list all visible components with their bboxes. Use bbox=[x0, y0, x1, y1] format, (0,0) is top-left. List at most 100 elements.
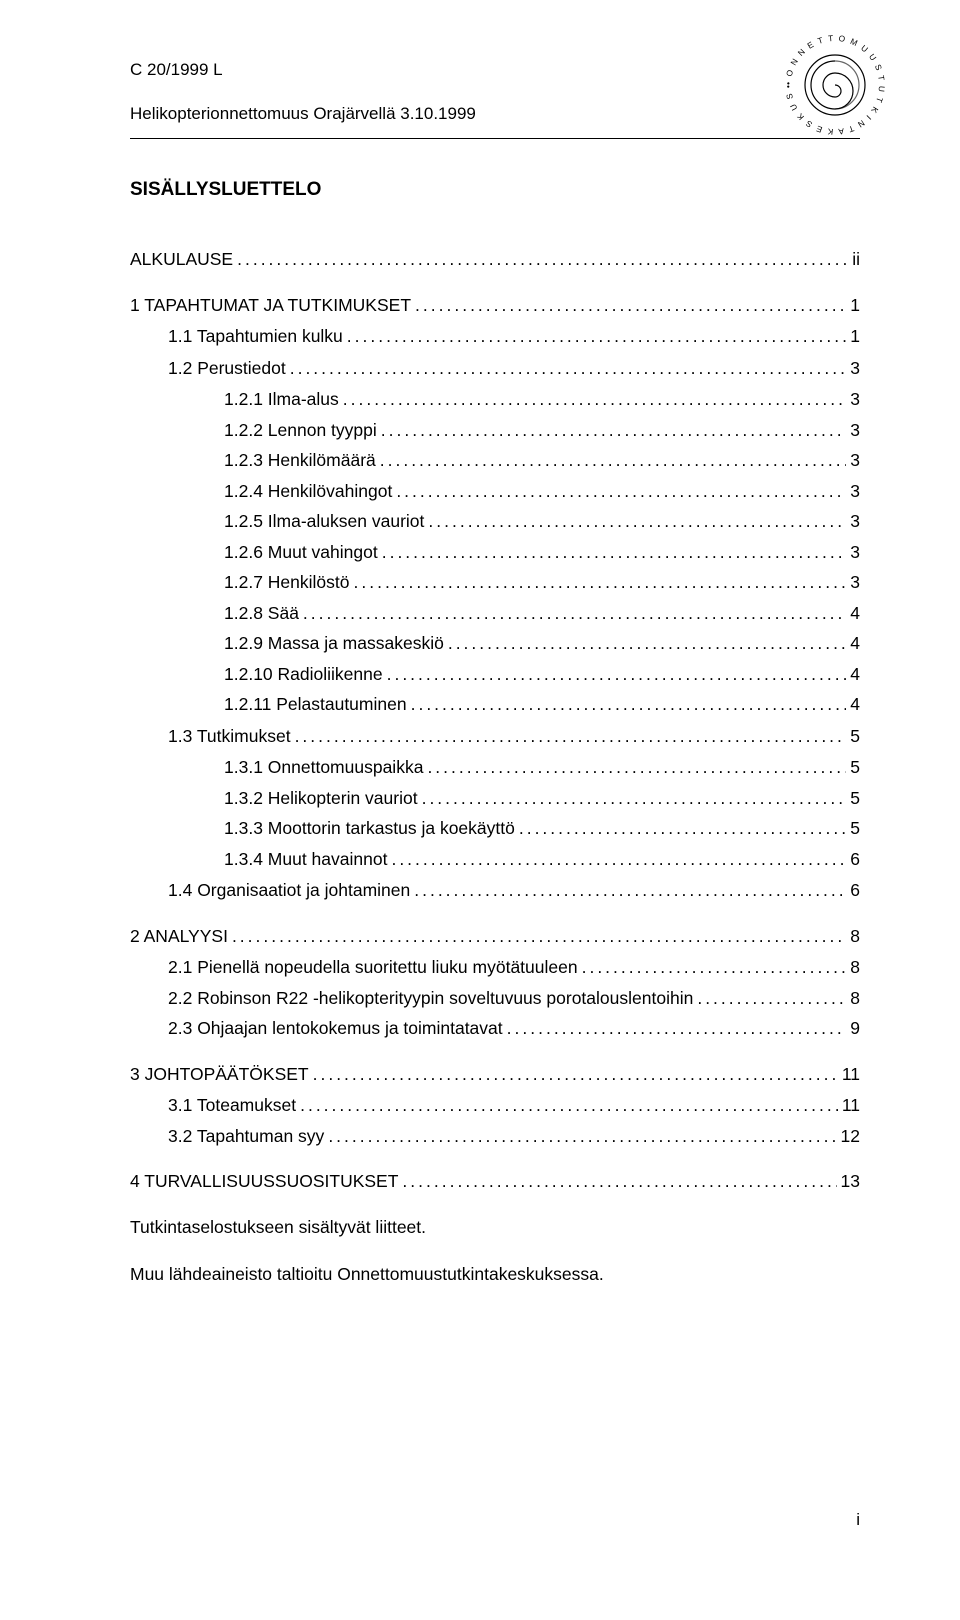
toc-leader-dots bbox=[402, 1173, 836, 1191]
toc-label: 1.2.5 Ilma-aluksen vauriot bbox=[224, 513, 424, 531]
toc-label: 2.1 Pienellä nopeudella suoritettu liuku… bbox=[168, 959, 578, 977]
toc-row: 1.2.5 Ilma-aluksen vauriot 3 bbox=[130, 513, 860, 531]
toc-row: 1.2.11 Pelastautuminen 4 bbox=[130, 696, 860, 714]
page-number: i bbox=[856, 1510, 860, 1530]
toc-page-number: 4 bbox=[850, 666, 860, 684]
toc-label: 1.2.9 Massa ja massakeskiö bbox=[224, 635, 444, 653]
toc-label: 1.1 Tapahtumien kulku bbox=[168, 328, 343, 346]
toc-label: 1.2.2 Lennon tyyppi bbox=[224, 422, 377, 440]
toc-label: 2.3 Ohjaajan lentokokemus ja toimintatav… bbox=[168, 1020, 503, 1038]
toc-label: 1.2.11 Pelastautuminen bbox=[224, 696, 407, 714]
toc-page-number: 4 bbox=[850, 696, 860, 714]
toc-row: ALKULAUSE ii bbox=[130, 251, 860, 269]
toc-leader-dots bbox=[448, 635, 846, 653]
toc-label: ALKULAUSE bbox=[130, 251, 233, 269]
toc-leader-dots bbox=[415, 297, 846, 315]
toc-row: 1.3 Tutkimukset 5 bbox=[130, 728, 860, 746]
document-header: C 20/1999 L Helikopterionnettomuus Orajä… bbox=[130, 60, 860, 124]
toc-row: 3.2 Tapahtuman syy 12 bbox=[130, 1128, 860, 1146]
toc-row: 1.2.1 Ilma-alus 3 bbox=[130, 391, 860, 409]
toc-page-number: 4 bbox=[850, 605, 860, 623]
toc-page-number: 1 bbox=[850, 297, 860, 315]
toc-row: 1.2 Perustiedot3 bbox=[130, 360, 860, 378]
toc-leader-dots bbox=[300, 1097, 838, 1115]
toc-row: 1.1 Tapahtumien kulku 1 bbox=[130, 328, 860, 346]
toc-page-number: 11 bbox=[842, 1066, 860, 1084]
toc-row: 1.3.2 Helikopterin vauriot 5 bbox=[130, 790, 860, 808]
toc-leader-dots bbox=[382, 544, 847, 562]
toc-label: 3 JOHTOPÄÄTÖKSET bbox=[130, 1066, 309, 1084]
toc-label: 1.3 Tutkimukset bbox=[168, 728, 291, 746]
toc-label: 1.3.2 Helikopterin vauriot bbox=[224, 790, 418, 808]
page: C 20/1999 L Helikopterionnettomuus Orajä… bbox=[0, 0, 960, 1620]
toc-row: 1.2.3 Henkilömäärä 3 bbox=[130, 452, 860, 470]
toc-page-number: 13 bbox=[841, 1173, 860, 1191]
toc-row: 1.2.4 Henkilövahingot 3 bbox=[130, 483, 860, 501]
toc-title: SISÄLLYSLUETTELO bbox=[130, 179, 860, 201]
document-id: C 20/1999 L bbox=[130, 60, 860, 80]
toc-row: 2.2 Robinson R22 -helikopterityypin sove… bbox=[130, 990, 860, 1008]
toc-leader-dots bbox=[507, 1020, 847, 1038]
toc-label: 3.1 Toteamukset bbox=[168, 1097, 296, 1115]
toc-leader-dots bbox=[381, 422, 847, 440]
toc-page-number: 3 bbox=[850, 513, 860, 531]
toc-page-number: 11 bbox=[842, 1097, 860, 1115]
toc-row: 1.2.2 Lennon tyyppi3 bbox=[130, 422, 860, 440]
toc-label: 1.2.3 Henkilömäärä bbox=[224, 452, 376, 470]
toc-label: 2 ANALYYSI bbox=[130, 928, 228, 946]
toc-page-number: ii bbox=[852, 251, 860, 269]
toc-leader-dots bbox=[295, 728, 847, 746]
toc-label: 1.2.4 Henkilövahingot bbox=[224, 483, 392, 501]
footer-line-1: Tutkintaselostukseen sisältyvät liitteet… bbox=[130, 1217, 860, 1238]
toc-page-number: 8 bbox=[850, 990, 860, 1008]
toc-row: 2.1 Pienellä nopeudella suoritettu liuku… bbox=[130, 959, 860, 977]
toc-leader-dots bbox=[519, 820, 846, 838]
toc-leader-dots bbox=[391, 851, 846, 869]
document-subtitle: Helikopterionnettomuus Orajärvellä 3.10.… bbox=[130, 104, 860, 124]
toc-row: 1.2.7 Henkilöstö3 bbox=[130, 574, 860, 592]
toc-page-number: 3 bbox=[850, 360, 860, 378]
toc-label: 1.3.4 Muut havainnot bbox=[224, 851, 387, 869]
toc-page-number: 1 bbox=[850, 328, 860, 346]
toc-leader-dots bbox=[414, 882, 846, 900]
toc-leader-dots bbox=[428, 513, 846, 531]
toc-row: 2.3 Ohjaajan lentokokemus ja toimintatav… bbox=[130, 1020, 860, 1038]
toc-row: 1.2.9 Massa ja massakeskiö 4 bbox=[130, 635, 860, 653]
toc-page-number: 5 bbox=[850, 820, 860, 838]
toc-label: 1.2.1 Ilma-alus bbox=[224, 391, 339, 409]
toc-row: 1 TAPAHTUMAT JA TUTKIMUKSET1 bbox=[130, 297, 860, 315]
toc-leader-dots bbox=[582, 959, 847, 977]
toc-row: 1.2.6 Muut vahingot3 bbox=[130, 544, 860, 562]
toc-page-number: 12 bbox=[841, 1128, 860, 1146]
toc-leader-dots bbox=[411, 696, 847, 714]
toc-page-number: 8 bbox=[850, 959, 860, 977]
toc-label: 3.2 Tapahtuman syy bbox=[168, 1128, 324, 1146]
toc-row: 3 JOHTOPÄÄTÖKSET 11 bbox=[130, 1066, 860, 1084]
toc-row: 1.2.10 Radioliikenne4 bbox=[130, 666, 860, 684]
toc-page-number: 3 bbox=[850, 483, 860, 501]
toc-page-number: 6 bbox=[850, 882, 860, 900]
header-rule bbox=[130, 138, 860, 139]
toc-leader-dots bbox=[396, 483, 846, 501]
toc-label: 1.3.3 Moottorin tarkastus ja koekäyttö bbox=[224, 820, 515, 838]
toc-page-number: 9 bbox=[850, 1020, 860, 1038]
toc-leader-dots bbox=[354, 574, 847, 592]
toc-page-number: 3 bbox=[850, 391, 860, 409]
toc-page-number: 3 bbox=[850, 452, 860, 470]
toc-label: 1.2.7 Henkilöstö bbox=[224, 574, 350, 592]
toc-row: 1.2.8 Sää4 bbox=[130, 605, 860, 623]
agency-logo-icon: • O N N E T T O M U U S T U T K I N T A … bbox=[780, 30, 890, 140]
toc-label: 4 TURVALLISUUSSUOSITUKSET bbox=[130, 1173, 398, 1191]
toc-page-number: 5 bbox=[850, 790, 860, 808]
toc-page-number: 4 bbox=[850, 635, 860, 653]
toc-row: 3.1 Toteamukset 11 bbox=[130, 1097, 860, 1115]
toc-leader-dots bbox=[343, 391, 846, 409]
toc-leader-dots bbox=[328, 1128, 836, 1146]
toc-row: 2 ANALYYSI 8 bbox=[130, 928, 860, 946]
toc-label: 2.2 Robinson R22 -helikopterityypin sove… bbox=[168, 990, 693, 1008]
toc-label: 1.2.6 Muut vahingot bbox=[224, 544, 378, 562]
toc-page-number: 8 bbox=[850, 928, 860, 946]
toc-leader-dots bbox=[697, 990, 846, 1008]
toc-row: 1.3.1 Onnettomuuspaikka5 bbox=[130, 759, 860, 777]
toc-page-number: 5 bbox=[850, 728, 860, 746]
